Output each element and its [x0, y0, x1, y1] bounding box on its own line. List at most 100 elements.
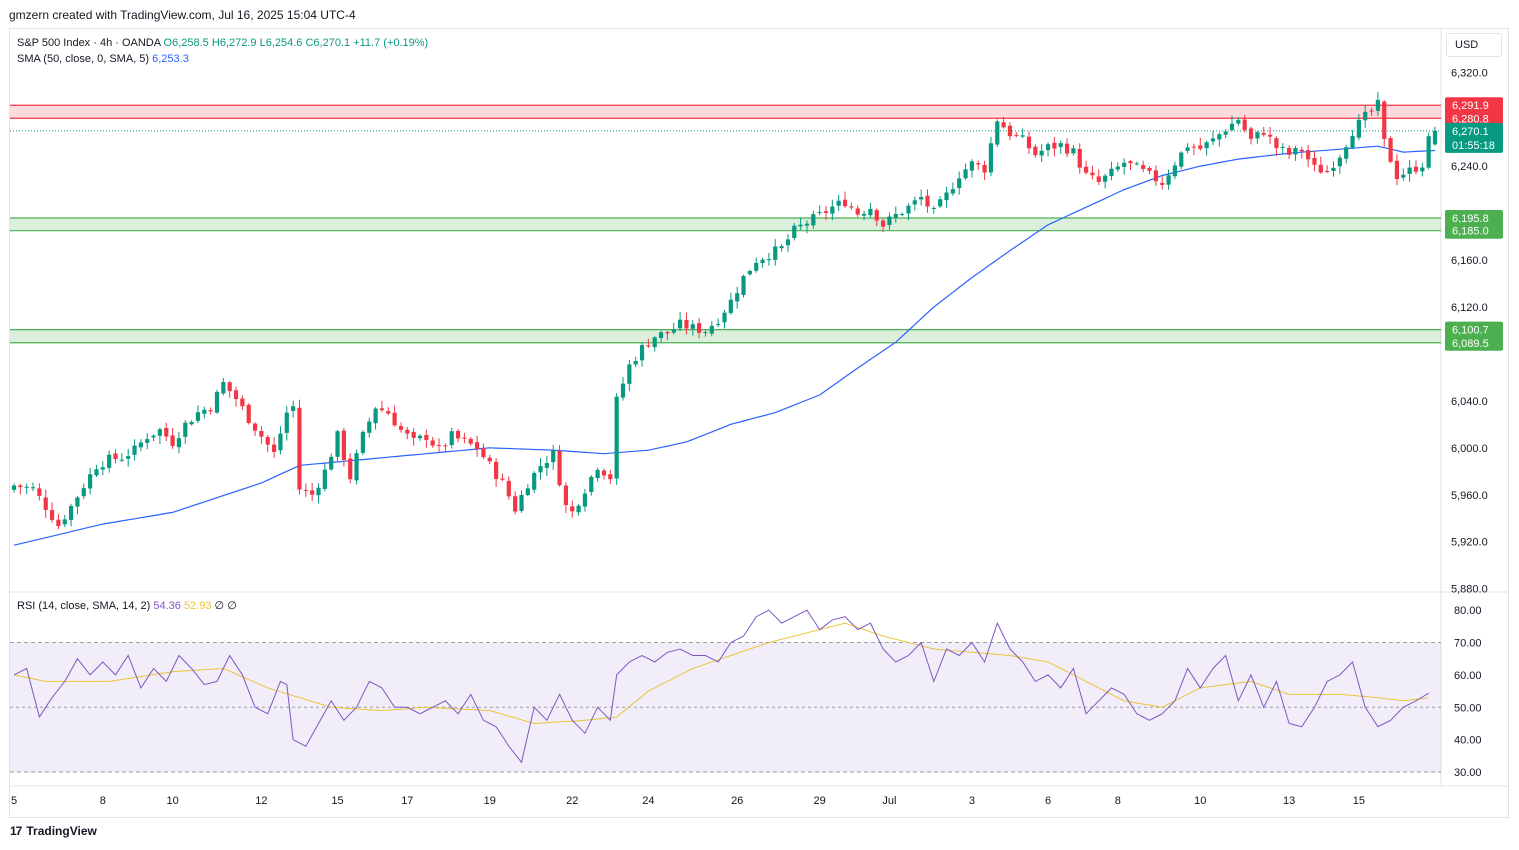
candle-body [1045, 144, 1051, 151]
candle-body [519, 495, 524, 511]
candle-body [37, 488, 42, 496]
candle-body [525, 488, 530, 496]
candle-body [1286, 147, 1292, 155]
candle-body [532, 472, 537, 490]
candle-body [81, 488, 86, 497]
candle-body [164, 427, 169, 437]
price-tick-label: 5,880.0 [1451, 584, 1488, 596]
sma-label[interactable]: SMA (50, close, 0, SMA, 5) [17, 53, 150, 65]
candle-body [576, 505, 581, 513]
candle-body [233, 390, 239, 400]
candle-body [1109, 168, 1114, 177]
price-zones [10, 104, 1441, 344]
candle-body [988, 143, 994, 173]
candle-body [417, 435, 423, 439]
candle-body [1090, 172, 1095, 176]
rsi-value: 54.36 [153, 600, 181, 612]
candle-body [804, 223, 810, 226]
legend-sma-row: SMA (50, close, 0, SMA, 5) 6,253.3 [17, 51, 428, 67]
candle-body [348, 458, 353, 480]
candle-body [1198, 145, 1203, 149]
time-tick-label: 26 [731, 795, 743, 807]
candle-body [1261, 132, 1266, 135]
candle-body [1052, 142, 1057, 149]
candle-body [1058, 143, 1063, 148]
candle-body [1356, 119, 1361, 138]
candle-body [11, 485, 17, 490]
candle-body [494, 461, 499, 479]
candle-body [614, 396, 619, 479]
candle-body [1077, 148, 1082, 168]
rsi-legend: RSI (14, close, SMA, 14, 2) 54.36 52.93 … [17, 599, 237, 612]
candle-body [100, 467, 105, 470]
candle-body [639, 345, 645, 361]
candle-body [1413, 166, 1419, 172]
candle-body [316, 487, 321, 496]
candle-body [690, 324, 695, 329]
candle-body [665, 332, 670, 334]
candle-body [1312, 157, 1317, 165]
candle-body [1128, 161, 1133, 164]
rsi-tick-label: 70.00 [1454, 638, 1482, 650]
candle-body [56, 519, 61, 527]
candle-body [49, 510, 55, 520]
candle-body [697, 323, 702, 333]
candle-body [747, 271, 752, 275]
candle-body [1001, 122, 1006, 128]
candle-body [938, 199, 943, 207]
candle-body [1020, 135, 1025, 137]
candle-body [1153, 170, 1158, 182]
candle-body [1420, 167, 1425, 172]
rsi-tick-label: 30.00 [1454, 767, 1482, 779]
candle-body [982, 165, 987, 173]
candle-body [969, 161, 975, 171]
candle-body [703, 332, 708, 334]
candle-body [189, 421, 194, 425]
candle-body [1115, 166, 1120, 170]
candle-body [1134, 163, 1139, 165]
resistance-price-text: 6,291.9 [1452, 100, 1489, 112]
candle-body [297, 407, 302, 490]
tradingview-logo[interactable]: 17 TradingView [10, 824, 97, 838]
support-zone [10, 218, 1441, 231]
candle-body [1331, 167, 1336, 171]
symbol-label[interactable]: S&P 500 Index · 4h · OANDA [17, 37, 161, 49]
candle-body [202, 409, 207, 414]
rsi-sma-line [13, 622, 1429, 725]
candle-body [1388, 138, 1393, 162]
candle-body [957, 178, 962, 188]
currency-button[interactable]: USD [1446, 33, 1502, 57]
candle-body [430, 440, 435, 446]
candle-body [1426, 136, 1431, 168]
time-tick-label: 8 [1115, 795, 1121, 807]
candle-body [30, 487, 36, 489]
candle-body [107, 454, 112, 468]
candle-body [259, 431, 264, 437]
candle-body [291, 406, 296, 411]
candle-body [1267, 134, 1273, 137]
time-tick-label: 12 [255, 795, 267, 807]
rsi-line [13, 609, 1429, 764]
candle-body [735, 293, 740, 302]
candle-body [1394, 160, 1400, 180]
candle-body [208, 410, 213, 412]
axes: 6,320.0 6,240.0 6,160.0 6,120.0 6,040.0 6,000… [11, 67, 1488, 807]
candle-body [874, 210, 879, 221]
chart-credit: gmzern created with TradingView.com, Jul… [9, 8, 356, 22]
last-price-label [1445, 122, 1503, 153]
candle-body [157, 429, 163, 436]
time-tick-label: 15 [1353, 795, 1365, 807]
price-tick-label: 5,960.0 [1451, 490, 1488, 502]
candle-body [354, 453, 359, 481]
candle-body [411, 432, 416, 438]
candle-body [443, 445, 448, 447]
candle-body [652, 337, 657, 348]
candle-body [151, 435, 156, 438]
candle-body [1141, 165, 1146, 169]
candle-body [1185, 147, 1190, 151]
candle-body [513, 496, 518, 512]
candle-body [240, 398, 245, 407]
candle-body [919, 197, 924, 200]
rsi-label[interactable]: RSI (14, close, SMA, 14, 2) [17, 600, 151, 612]
